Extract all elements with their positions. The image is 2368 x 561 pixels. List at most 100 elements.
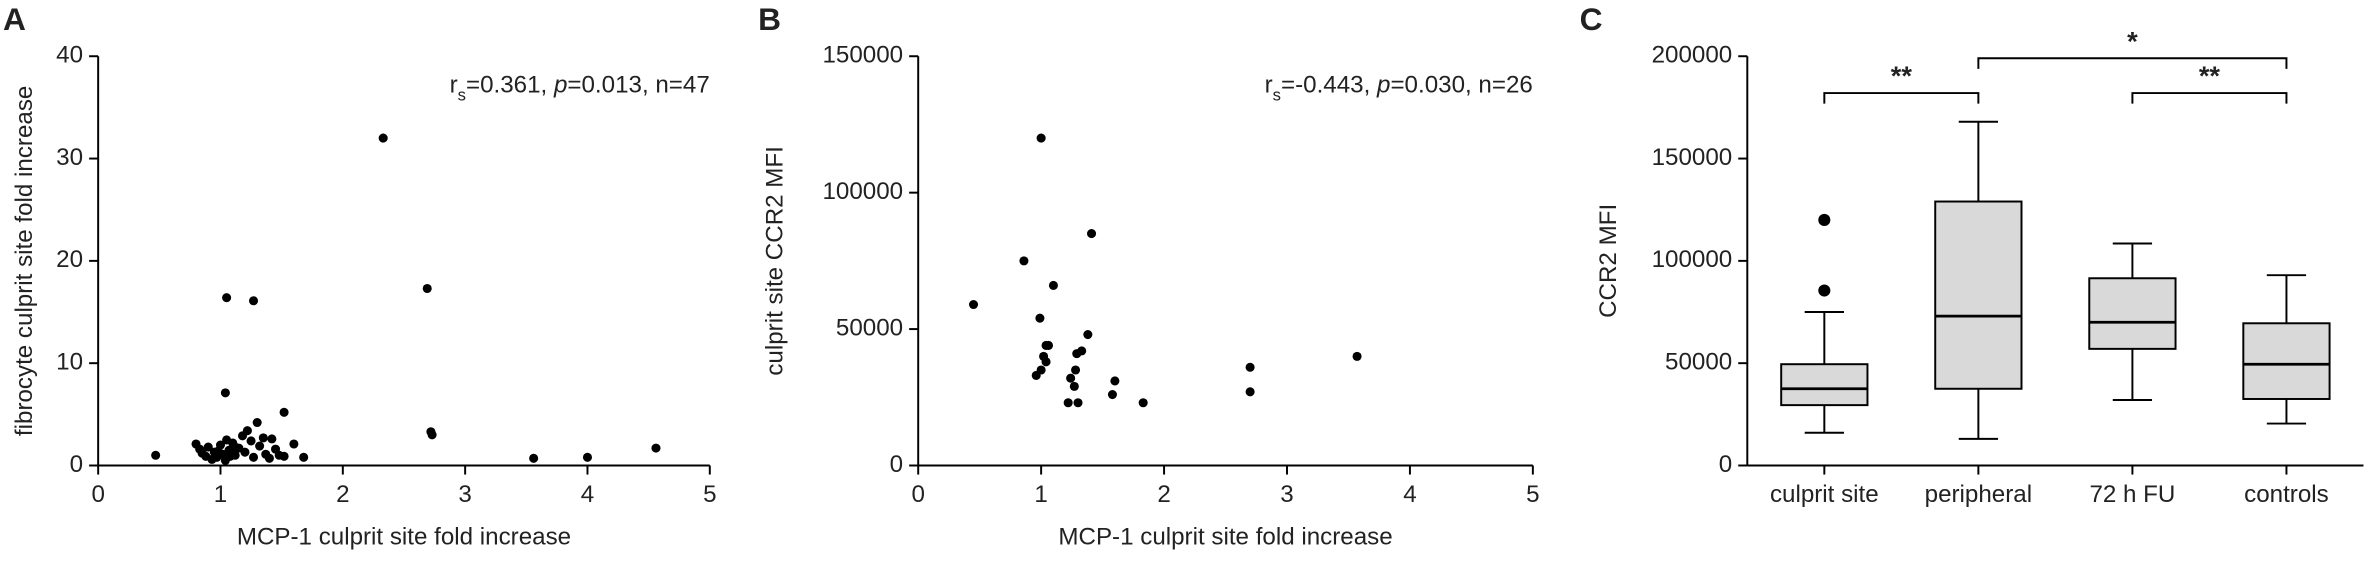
point xyxy=(1245,387,1255,397)
x-tick-label: 2 xyxy=(336,481,349,508)
y-tick-label: 0 xyxy=(70,451,83,478)
x-tick-label: 3 xyxy=(1280,481,1293,508)
annotation-part: r xyxy=(1265,72,1273,99)
point xyxy=(1083,330,1093,340)
y-tick-label: 100000 xyxy=(1652,246,1733,273)
point xyxy=(968,299,979,310)
y-tick-label: 200000 xyxy=(1652,42,1733,69)
y-axis-label: fibrocyte culprit site fold increase xyxy=(11,86,38,436)
point xyxy=(1048,280,1058,290)
point xyxy=(1036,133,1046,143)
y-tick-label: 50000 xyxy=(836,314,903,341)
annotation-part: p xyxy=(1376,72,1390,99)
point xyxy=(1069,381,1079,391)
point xyxy=(1073,398,1083,408)
y-tick-label: 40 xyxy=(56,42,83,69)
annotation-part: =0.030, n=26 xyxy=(1390,72,1532,99)
x-tick-label: 3 xyxy=(458,481,471,508)
annotation-part: =0.013, n=47 xyxy=(567,72,709,99)
y-tick-label: 10 xyxy=(56,349,83,376)
point xyxy=(248,452,259,462)
point xyxy=(299,452,309,462)
x-tick-label: 5 xyxy=(1526,481,1539,508)
x-axis-label: MCP-1 culprit site fold increase xyxy=(237,523,571,550)
point xyxy=(427,430,437,440)
annotation-part: p xyxy=(553,72,567,99)
point xyxy=(264,453,274,463)
point xyxy=(222,293,232,303)
x-tick-label: 2 xyxy=(1157,481,1170,508)
x-tick-label: culprit site xyxy=(1770,481,1879,508)
x-tick-label: 0 xyxy=(91,481,104,508)
box xyxy=(2242,322,2331,400)
point xyxy=(230,442,240,452)
significance-label: ** xyxy=(2199,60,2221,91)
point xyxy=(151,450,161,460)
outlier xyxy=(1818,284,1831,297)
x-tick-label: 0 xyxy=(911,481,924,508)
point xyxy=(279,451,289,461)
point xyxy=(422,283,432,294)
panel-letter: B xyxy=(758,1,781,37)
y-tick-label: 20 xyxy=(56,246,83,273)
point xyxy=(651,443,661,453)
box xyxy=(1780,363,1869,407)
point xyxy=(1352,351,1362,361)
point xyxy=(203,442,213,452)
x-tick-label: peripheral xyxy=(1925,481,2032,508)
y-tick-label: 30 xyxy=(56,144,83,171)
box xyxy=(2088,277,2177,350)
point xyxy=(1107,390,1117,400)
point xyxy=(279,407,289,417)
point xyxy=(242,426,252,436)
point xyxy=(220,388,230,398)
point xyxy=(1077,346,1087,356)
panel-letter: A xyxy=(3,1,26,37)
point xyxy=(582,452,592,462)
point xyxy=(240,447,250,457)
point xyxy=(248,296,259,306)
point xyxy=(252,417,262,428)
point xyxy=(378,133,388,143)
point xyxy=(230,450,240,460)
point xyxy=(1245,362,1255,372)
x-tick-label: 1 xyxy=(1034,481,1047,508)
significance-bracket xyxy=(1977,57,2288,69)
point xyxy=(1019,256,1029,266)
annotation-part: r xyxy=(450,72,458,99)
annotation-part: =0.361, xyxy=(466,72,554,99)
annotation-part: =-0.443, xyxy=(1281,72,1377,99)
point xyxy=(255,441,265,451)
panel-letter: C xyxy=(1580,1,1603,37)
outlier xyxy=(1818,213,1831,226)
x-tick-label: controls xyxy=(2244,481,2329,508)
annotation: rs=-0.443, p=0.030, n=26 xyxy=(1265,72,1533,105)
point xyxy=(267,434,277,444)
annotation-part: s xyxy=(1273,85,1281,104)
y-axis-label: culprit site CCR2 MFI xyxy=(762,146,789,376)
x-tick-label: 72 h FU xyxy=(2089,481,2175,508)
point xyxy=(1087,229,1097,239)
annotation: rs=0.361, p=0.013, n=47 xyxy=(450,72,710,105)
point xyxy=(289,439,299,449)
point xyxy=(213,446,223,456)
annotation-part: s xyxy=(458,85,466,104)
significance-label: ** xyxy=(1891,60,1913,91)
point xyxy=(1138,398,1148,408)
y-tick-label: 0 xyxy=(1719,451,1732,478)
point xyxy=(1035,313,1045,323)
point xyxy=(1063,398,1073,408)
y-axis-label: CCR2 MFI xyxy=(1595,204,1622,318)
box xyxy=(1934,200,2023,390)
x-tick-label: 4 xyxy=(1403,481,1416,508)
point xyxy=(258,433,268,443)
y-tick-label: 150000 xyxy=(1652,144,1733,171)
point xyxy=(1036,365,1046,375)
point xyxy=(1110,376,1120,386)
y-tick-label: 0 xyxy=(890,451,903,478)
point xyxy=(529,453,539,463)
point xyxy=(1039,351,1049,361)
y-tick-label: 50000 xyxy=(1665,349,1732,376)
y-tick-label: 150000 xyxy=(822,42,903,69)
